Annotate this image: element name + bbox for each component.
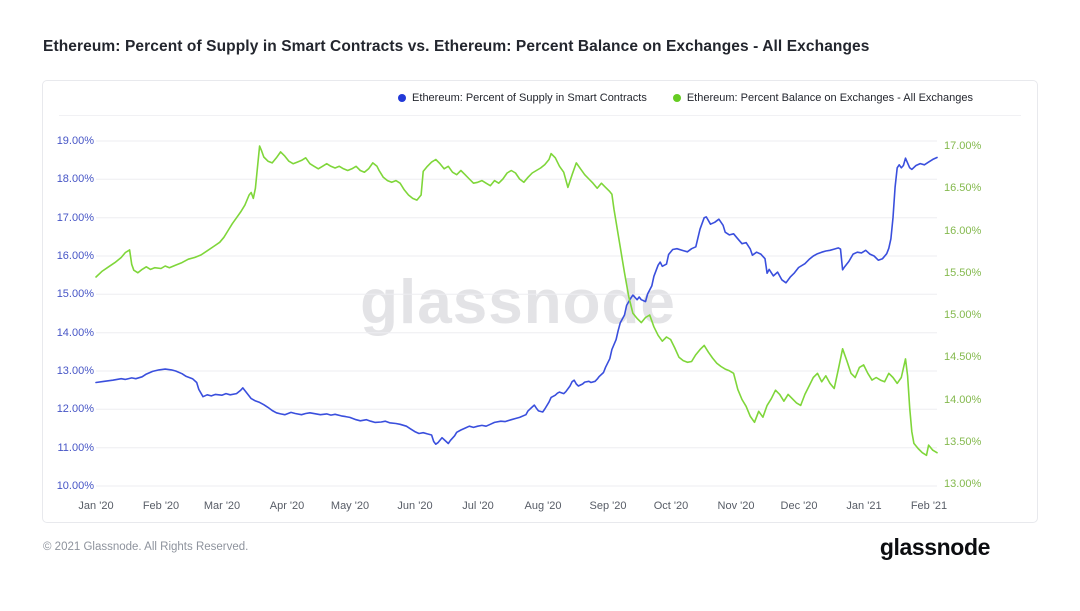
left-axis-tick-label: 13.00%: [56, 365, 94, 377]
left-axis-tick-label: 17.00%: [56, 212, 94, 224]
right-axis-tick-label: 16.00%: [944, 225, 982, 237]
series-line-exchange-balance: [95, 145, 938, 457]
legend-label: Ethereum: Percent of Supply in Smart Con…: [412, 92, 647, 104]
x-axis-tick-label: Aug '20: [524, 500, 562, 512]
left-axis-tick-label: 12.00%: [56, 403, 94, 415]
x-axis-tick-label: Jun '20: [397, 500, 433, 512]
right-axis-tick-label: 15.00%: [944, 309, 982, 321]
legend-item-exchange-balance[interactable]: Ethereum: Percent Balance on Exchanges -…: [672, 92, 973, 104]
x-axis-tick-label: Oct '20: [653, 500, 689, 512]
left-axis-tick-label: 15.00%: [56, 288, 94, 300]
legend-item-smart-contracts[interactable]: Ethereum: Percent of Supply in Smart Con…: [398, 92, 647, 104]
left-axis-tick-label: 10.00%: [56, 480, 94, 492]
legend-dot-green-icon: [672, 94, 681, 102]
right-axis-tick-label: 13.00%: [944, 478, 982, 490]
left-axis-tick-label: 16.00%: [56, 250, 94, 262]
x-axis-tick-label: Feb '21: [910, 500, 948, 512]
right-axis-tick-label: 16.50%: [944, 182, 982, 194]
right-axis-tick-label: 14.50%: [944, 351, 982, 363]
page-title: Ethereum: Percent of Supply in Smart Con…: [43, 38, 870, 55]
left-axis-tick-label: 11.00%: [57, 442, 95, 454]
right-axis-tick-label: 14.00%: [944, 394, 982, 406]
series-line-smart-contracts: [95, 156, 938, 445]
chart-card: Ethereum: Percent of Supply in Smart Con…: [42, 80, 1038, 523]
right-axis-tick-label: 13.50%: [944, 436, 982, 448]
left-axis-tick-label: 19.00%: [56, 135, 94, 147]
x-axis-tick-label: Mar '20: [203, 500, 241, 512]
x-axis-tick-label: Sep '20: [589, 500, 627, 512]
right-axis-tick-label: 15.50%: [944, 267, 982, 279]
x-axis-tick-label: Feb '20: [142, 500, 180, 512]
x-axis-tick-label: May '20: [330, 500, 370, 512]
x-axis-tick-label: Jan '21: [846, 500, 882, 512]
copyright-text: © 2021 Glassnode. All Rights Reserved.: [43, 541, 249, 553]
footer: © 2021 Glassnode. All Rights Reserved. g…: [43, 533, 990, 561]
x-axis-tick-label: Dec '20: [780, 500, 818, 512]
legend-dot-blue-icon: [398, 94, 407, 102]
right-axis-tick-label: 17.00%: [944, 140, 982, 152]
legend-separator: [59, 115, 1021, 116]
x-axis-tick-label: Nov '20: [717, 500, 755, 512]
left-axis-tick-label: 14.00%: [56, 327, 94, 339]
left-axis-tick-label: 18.00%: [56, 173, 94, 185]
x-axis-tick-label: Jan '20: [78, 500, 114, 512]
gridlines: [96, 140, 937, 487]
glassnode-logo: glassnode: [879, 533, 991, 560]
legend-label: Ethereum: Percent Balance on Exchanges -…: [686, 92, 973, 104]
x-axis-tick-label: Apr '20: [269, 500, 305, 512]
x-axis-tick-label: Jul '20: [462, 500, 494, 512]
chart-legend: Ethereum: Percent of Supply in Smart Con…: [398, 92, 973, 104]
chart-plot-area[interactable]: [43, 81, 1037, 522]
